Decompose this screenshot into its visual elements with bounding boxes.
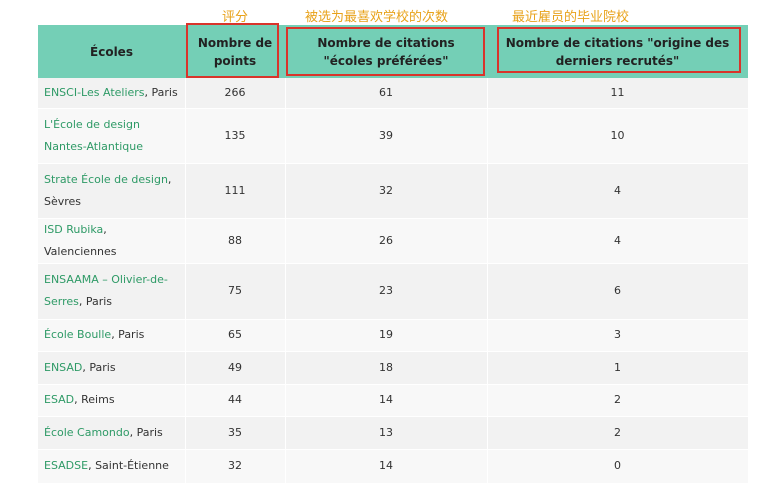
school-name: ESADSE: [44, 459, 89, 472]
number-cell: 14: [285, 384, 488, 417]
number-cell: 135: [185, 108, 286, 164]
number-cell: 10: [487, 108, 749, 164]
ranking-table: Écoles Nombre de points Nombre de citati…: [38, 25, 749, 484]
number-cell: 35: [185, 416, 286, 450]
school-cell: L'École de design Nantes-Atlantique: [38, 108, 186, 164]
school-city: , Paris: [129, 425, 163, 439]
number-cell: 39: [285, 108, 488, 164]
school-city: , Valenciennes: [44, 222, 117, 258]
table-body: ENSCI-Les Ateliers, Paris 266 61 11 L'École …: [38, 78, 749, 484]
highlight-box: [286, 27, 485, 76]
school-city: , Paris: [111, 328, 145, 341]
header-row: Écoles Nombre de points Nombre de citati…: [38, 25, 748, 78]
number-cell: 11: [487, 78, 749, 109]
number-cell: 3: [487, 319, 749, 352]
number-cell: 4: [487, 218, 749, 264]
school-city: , Paris: [78, 295, 113, 308]
header-cell: Écoles: [38, 25, 185, 78]
school-name: ISD Rubika: [44, 222, 104, 236]
number-cell: 65: [185, 319, 286, 352]
number-cell: 26: [285, 218, 488, 264]
table-row: ISD Rubika, Valenciennes 88 26 4: [38, 218, 749, 264]
school-cell: ESAD, Reims: [38, 384, 186, 417]
school-name: École Boulle: [44, 328, 112, 341]
table-row: ENSAD, Paris 49 18 1: [38, 351, 749, 385]
table-row: ENSCI-Les Ateliers, Paris 266 61 11: [38, 78, 749, 109]
school-cell: ENSAD, Paris: [38, 351, 186, 385]
number-cell: 32: [185, 449, 286, 484]
highlight-box: [497, 27, 741, 73]
number-cell: 75: [185, 263, 286, 320]
number-cell: 4: [487, 163, 749, 219]
highlight-box: [186, 23, 279, 78]
number-cell: 61: [285, 78, 488, 109]
school-name: Strate École de design: [44, 172, 168, 186]
school-city: , Reims: [74, 393, 115, 406]
school-cell: ESADSE, Saint-Étienne: [38, 449, 186, 484]
number-cell: 13: [285, 416, 488, 450]
number-cell: 32: [285, 163, 488, 219]
number-cell: 49: [185, 351, 286, 385]
school-cell: ISD Rubika, Valenciennes: [38, 218, 186, 264]
school-name: École Camondo: [44, 425, 130, 439]
table-row: Strate École de design, Sèvres 111 32 4: [38, 163, 749, 219]
number-cell: 19: [285, 319, 488, 352]
table-row: ENSAAMA – Olivier-de-Serres, Paris 75 23 6: [38, 263, 749, 320]
school-name: ENSAD: [44, 360, 83, 374]
header-cell: Nombre de citations "origine des dernier…: [487, 25, 748, 78]
school-city: , Paris: [82, 360, 116, 374]
header-cell: Nombre de points: [185, 25, 285, 78]
school-cell: École Camondo, Paris: [38, 416, 186, 450]
school-city: , Paris: [144, 85, 178, 99]
school-cell: École Boulle, Paris: [38, 319, 186, 352]
number-cell: 23: [285, 263, 488, 320]
school-cell: Strate École de design, Sèvres: [38, 163, 186, 219]
table-row: École Camondo, Paris 35 13 2: [38, 416, 749, 450]
number-cell: 6: [487, 263, 749, 320]
school-name: ESAD: [44, 393, 75, 406]
school-name: ENSAAMA – Olivier-de-Serres: [44, 273, 168, 308]
table-row: ESAD, Reims 44 14 2: [38, 384, 749, 417]
number-cell: 266: [185, 78, 286, 109]
school-cell: ENSAAMA – Olivier-de-Serres, Paris: [38, 263, 186, 320]
number-cell: 111: [185, 163, 286, 219]
number-cell: 2: [487, 416, 749, 450]
table-row: L'École de design Nantes-Atlantique 135 39…: [38, 108, 749, 164]
school-name: ENSCI-Les Ateliers: [44, 85, 145, 99]
annotation: 评分: [222, 10, 249, 25]
number-cell: 44: [185, 384, 286, 417]
table-row: École Boulle, Paris 65 19 3: [38, 319, 749, 352]
annotation: 被选为最喜欢学校的次数: [305, 10, 449, 25]
number-cell: 18: [285, 351, 488, 385]
table-row: ESADSE, Saint-Étienne 32 14 0: [38, 449, 749, 484]
school-cell: ENSCI-Les Ateliers, Paris: [38, 78, 186, 109]
school-city: , Sèvres: [44, 172, 172, 208]
school-city: , Saint-Étienne: [88, 459, 169, 472]
number-cell: 14: [285, 449, 488, 484]
school-name: L'École de design Nantes-Atlantique: [44, 117, 143, 153]
number-cell: 1: [487, 351, 749, 385]
header-cell: Nombre de citations "écoles préférées": [285, 25, 487, 78]
number-cell: 2: [487, 384, 749, 417]
number-cell: 0: [487, 449, 749, 484]
annotation: 最近雇员的毕业院校: [512, 10, 630, 25]
number-cell: 88: [185, 218, 286, 264]
